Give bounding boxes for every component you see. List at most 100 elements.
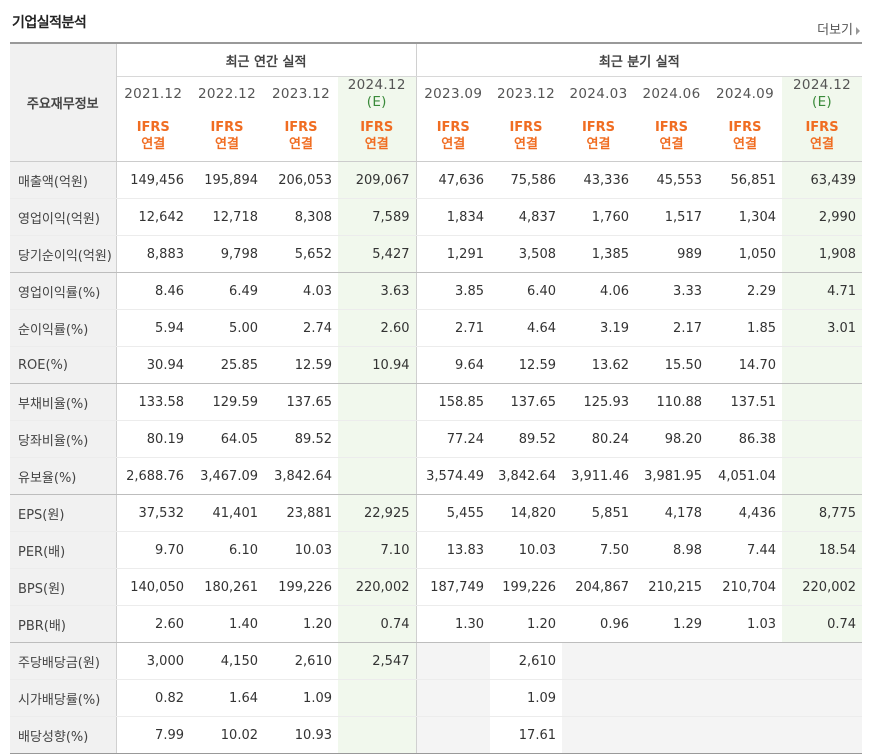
table-cell: 2.71 bbox=[416, 309, 490, 347]
table-cell: 89.52 bbox=[264, 420, 338, 458]
period-year: 2024.06 bbox=[642, 85, 701, 102]
ifrs-basis-label[interactable]: IFRS 연결 bbox=[264, 111, 338, 162]
annual-period-header: 2022.12 bbox=[190, 77, 264, 112]
ifrs-basis-label[interactable]: IFRS 연결 bbox=[562, 111, 635, 162]
table-cell: 3,467.09 bbox=[190, 457, 264, 495]
table-cell bbox=[338, 383, 417, 421]
ifrs-label: IFRS bbox=[509, 120, 543, 135]
table-cell bbox=[338, 457, 417, 495]
table-cell: 3.33 bbox=[635, 272, 708, 310]
period-year: 2024.12 bbox=[347, 77, 406, 93]
table-cell: 1,385 bbox=[562, 235, 635, 273]
table-row: PER(배) 9.70 6.10 10.03 7.10 13.83 10.03 7.50 8.9… bbox=[10, 531, 863, 569]
period-year: 2023.12 bbox=[497, 85, 555, 102]
table-cell: 3,981.95 bbox=[635, 457, 708, 495]
table-cell bbox=[635, 716, 708, 754]
table-cell: 12.59 bbox=[264, 346, 338, 384]
table-cell: 63,439 bbox=[782, 161, 863, 199]
table-cell: 220,002 bbox=[338, 568, 417, 606]
table-cell: 1.85 bbox=[708, 309, 782, 347]
table-cell: 9.70 bbox=[116, 531, 190, 569]
table-cell: 3,842.64 bbox=[264, 457, 338, 495]
table-cell: 187,749 bbox=[416, 568, 490, 606]
table-row: 당좌비율(%) 80.19 64.05 89.52 77.24 89.52 80.24 98.… bbox=[10, 420, 863, 458]
table-cell bbox=[416, 716, 490, 754]
table-cell: 204,867 bbox=[562, 568, 635, 606]
table-cell: 98.20 bbox=[635, 420, 708, 458]
table-row: PBR(배) 2.60 1.40 1.20 0.74 1.30 1.20 0.96 1.29 1.… bbox=[10, 605, 863, 643]
ifrs-label: IFRS bbox=[654, 120, 689, 135]
consolidated-label: 연결 bbox=[586, 137, 611, 152]
table-cell bbox=[782, 642, 863, 680]
row-label: 영업이익(억원) bbox=[10, 198, 117, 236]
ifrs-label: IFRS bbox=[805, 120, 839, 135]
table-cell: 149,456 bbox=[116, 161, 190, 199]
table-row: BPS(원) 140,050 180,261 199,226 220,002 187,74… bbox=[10, 568, 863, 606]
table-row: 부채비율(%) 133.58 129.59 137.65 158.85 137.65 125… bbox=[10, 383, 863, 421]
more-link[interactable]: 더보기 bbox=[817, 19, 860, 38]
table-cell: 206,053 bbox=[264, 161, 338, 199]
table-cell: 140,050 bbox=[116, 568, 190, 606]
table-cell: 6.10 bbox=[190, 531, 264, 569]
ifrs-basis-label[interactable]: IFRS 연결 bbox=[635, 111, 708, 162]
table-cell: 7.44 bbox=[708, 531, 782, 569]
table-cell: 3.85 bbox=[416, 272, 490, 310]
row-label: 당기순이익(억원) bbox=[10, 235, 117, 273]
table-cell: 3.63 bbox=[338, 272, 417, 310]
table-cell: 41,401 bbox=[190, 494, 264, 532]
table-cell: 4,178 bbox=[635, 494, 708, 532]
table-cell: 2,610 bbox=[264, 642, 338, 680]
table-cell: 4.03 bbox=[264, 272, 338, 310]
table-cell bbox=[416, 679, 490, 717]
quarter-period-header: 2024.09 bbox=[708, 77, 782, 112]
period-year: 2024.09 bbox=[716, 85, 774, 102]
table-cell: 1.30 bbox=[416, 605, 490, 643]
row-label: 배당성향(%) bbox=[10, 716, 117, 754]
table-cell: 64.05 bbox=[190, 420, 264, 458]
table-cell: 2,610 bbox=[490, 642, 562, 680]
ifrs-basis-label[interactable]: IFRS 연결 bbox=[782, 111, 863, 162]
table-cell: 1,517 bbox=[635, 198, 708, 236]
quarter-period-header: 2024.03 bbox=[562, 77, 635, 112]
table-cell: 1.20 bbox=[264, 605, 338, 643]
table-cell: 210,704 bbox=[708, 568, 782, 606]
row-label: 유보율(%) bbox=[10, 457, 117, 495]
ifrs-basis-label[interactable]: IFRS 연결 bbox=[490, 111, 562, 162]
table-cell: 7.50 bbox=[562, 531, 635, 569]
table-cell: 125.93 bbox=[562, 383, 635, 421]
table-cell: 80.24 bbox=[562, 420, 635, 458]
table-cell: 4,837 bbox=[490, 198, 562, 236]
table-cell: 3,911.46 bbox=[562, 457, 635, 495]
period-year: 2021.12 bbox=[124, 85, 183, 102]
table-cell bbox=[416, 642, 490, 680]
consolidated-label: 연결 bbox=[514, 137, 538, 152]
period-year: 2024.12 bbox=[793, 77, 851, 93]
table-cell: 13.83 bbox=[416, 531, 490, 569]
row-label: ROE(%) bbox=[10, 346, 117, 384]
estimate-marker: (E) bbox=[812, 94, 832, 110]
period-year: 2023.09 bbox=[424, 85, 483, 102]
ifrs-basis-label[interactable]: IFRS 연결 bbox=[338, 111, 417, 162]
table-cell: 0.74 bbox=[782, 605, 863, 643]
table-cell: 1,050 bbox=[708, 235, 782, 273]
ifrs-label: IFRS bbox=[136, 120, 170, 135]
table-cell: 23,881 bbox=[264, 494, 338, 532]
row-label: 시가배당률(%) bbox=[10, 679, 117, 717]
consolidated-label: 연결 bbox=[141, 137, 166, 152]
row-label: 순이익률(%) bbox=[10, 309, 117, 347]
ifrs-basis-label[interactable]: IFRS 연결 bbox=[190, 111, 264, 162]
table-cell: 0.82 bbox=[116, 679, 190, 717]
quarter-period-header: 2023.12 bbox=[490, 77, 562, 112]
consolidated-label: 연결 bbox=[810, 137, 834, 152]
annual-period-header: 2024.12 (E) bbox=[338, 76, 417, 111]
ifrs-basis-label[interactable]: IFRS 연결 bbox=[708, 111, 782, 162]
table-cell: 199,226 bbox=[264, 568, 338, 606]
table-cell: 2.17 bbox=[635, 309, 708, 347]
table-cell: 4,436 bbox=[708, 494, 782, 532]
ifrs-basis-label[interactable]: IFRS 연결 bbox=[416, 111, 490, 162]
table-cell: 75,586 bbox=[490, 161, 562, 199]
table-cell: 7.99 bbox=[116, 716, 190, 754]
ifrs-basis-label[interactable]: IFRS 연결 bbox=[116, 111, 190, 162]
table-cell bbox=[782, 679, 863, 717]
